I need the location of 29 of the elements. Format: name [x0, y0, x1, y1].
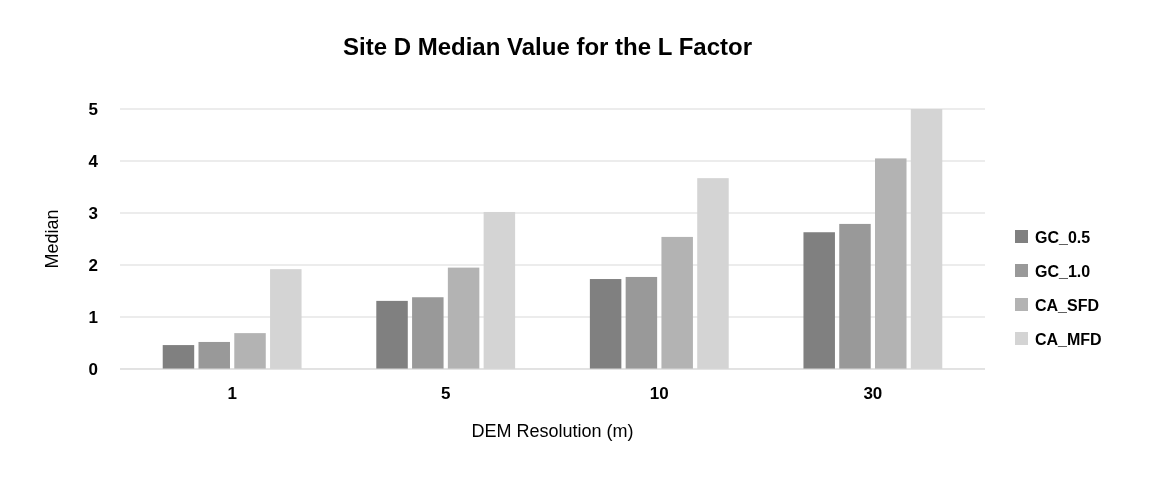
x-tick-label: 5: [440, 384, 451, 403]
bar: [376, 300, 408, 369]
y-tick-label: 0: [88, 359, 98, 379]
y-tick-label: 4: [88, 151, 99, 171]
bar: [412, 297, 444, 369]
bar: [839, 223, 871, 369]
y-tick-label: 3: [88, 203, 98, 223]
bar: [162, 345, 195, 369]
legend-label: GC_1.0: [1035, 262, 1091, 280]
bar: [447, 267, 480, 369]
bar: [803, 232, 835, 369]
legend-label: CA_MFD: [1035, 330, 1102, 348]
bar: [589, 279, 622, 369]
bar: [198, 341, 230, 369]
legend-label: GC_0.5: [1035, 228, 1091, 246]
bar: [625, 276, 658, 369]
x-tick-label: 10: [649, 384, 669, 403]
x-axis-title: DEM Resolution (m): [471, 421, 634, 441]
legend-label: CA_SFD: [1035, 296, 1100, 314]
chart-title: Site D Median Value for the L Factor: [343, 33, 752, 60]
bar: [661, 236, 693, 369]
y-tick-label: 2: [88, 255, 98, 275]
x-tick-label: 1: [227, 384, 237, 403]
y-tick-label: 1: [88, 307, 98, 327]
y-axis-title: Median: [42, 209, 62, 269]
x-tick-label: 30: [863, 384, 883, 403]
bar: [234, 333, 266, 369]
y-tick-label: 5: [88, 99, 98, 119]
bar: [875, 158, 907, 369]
